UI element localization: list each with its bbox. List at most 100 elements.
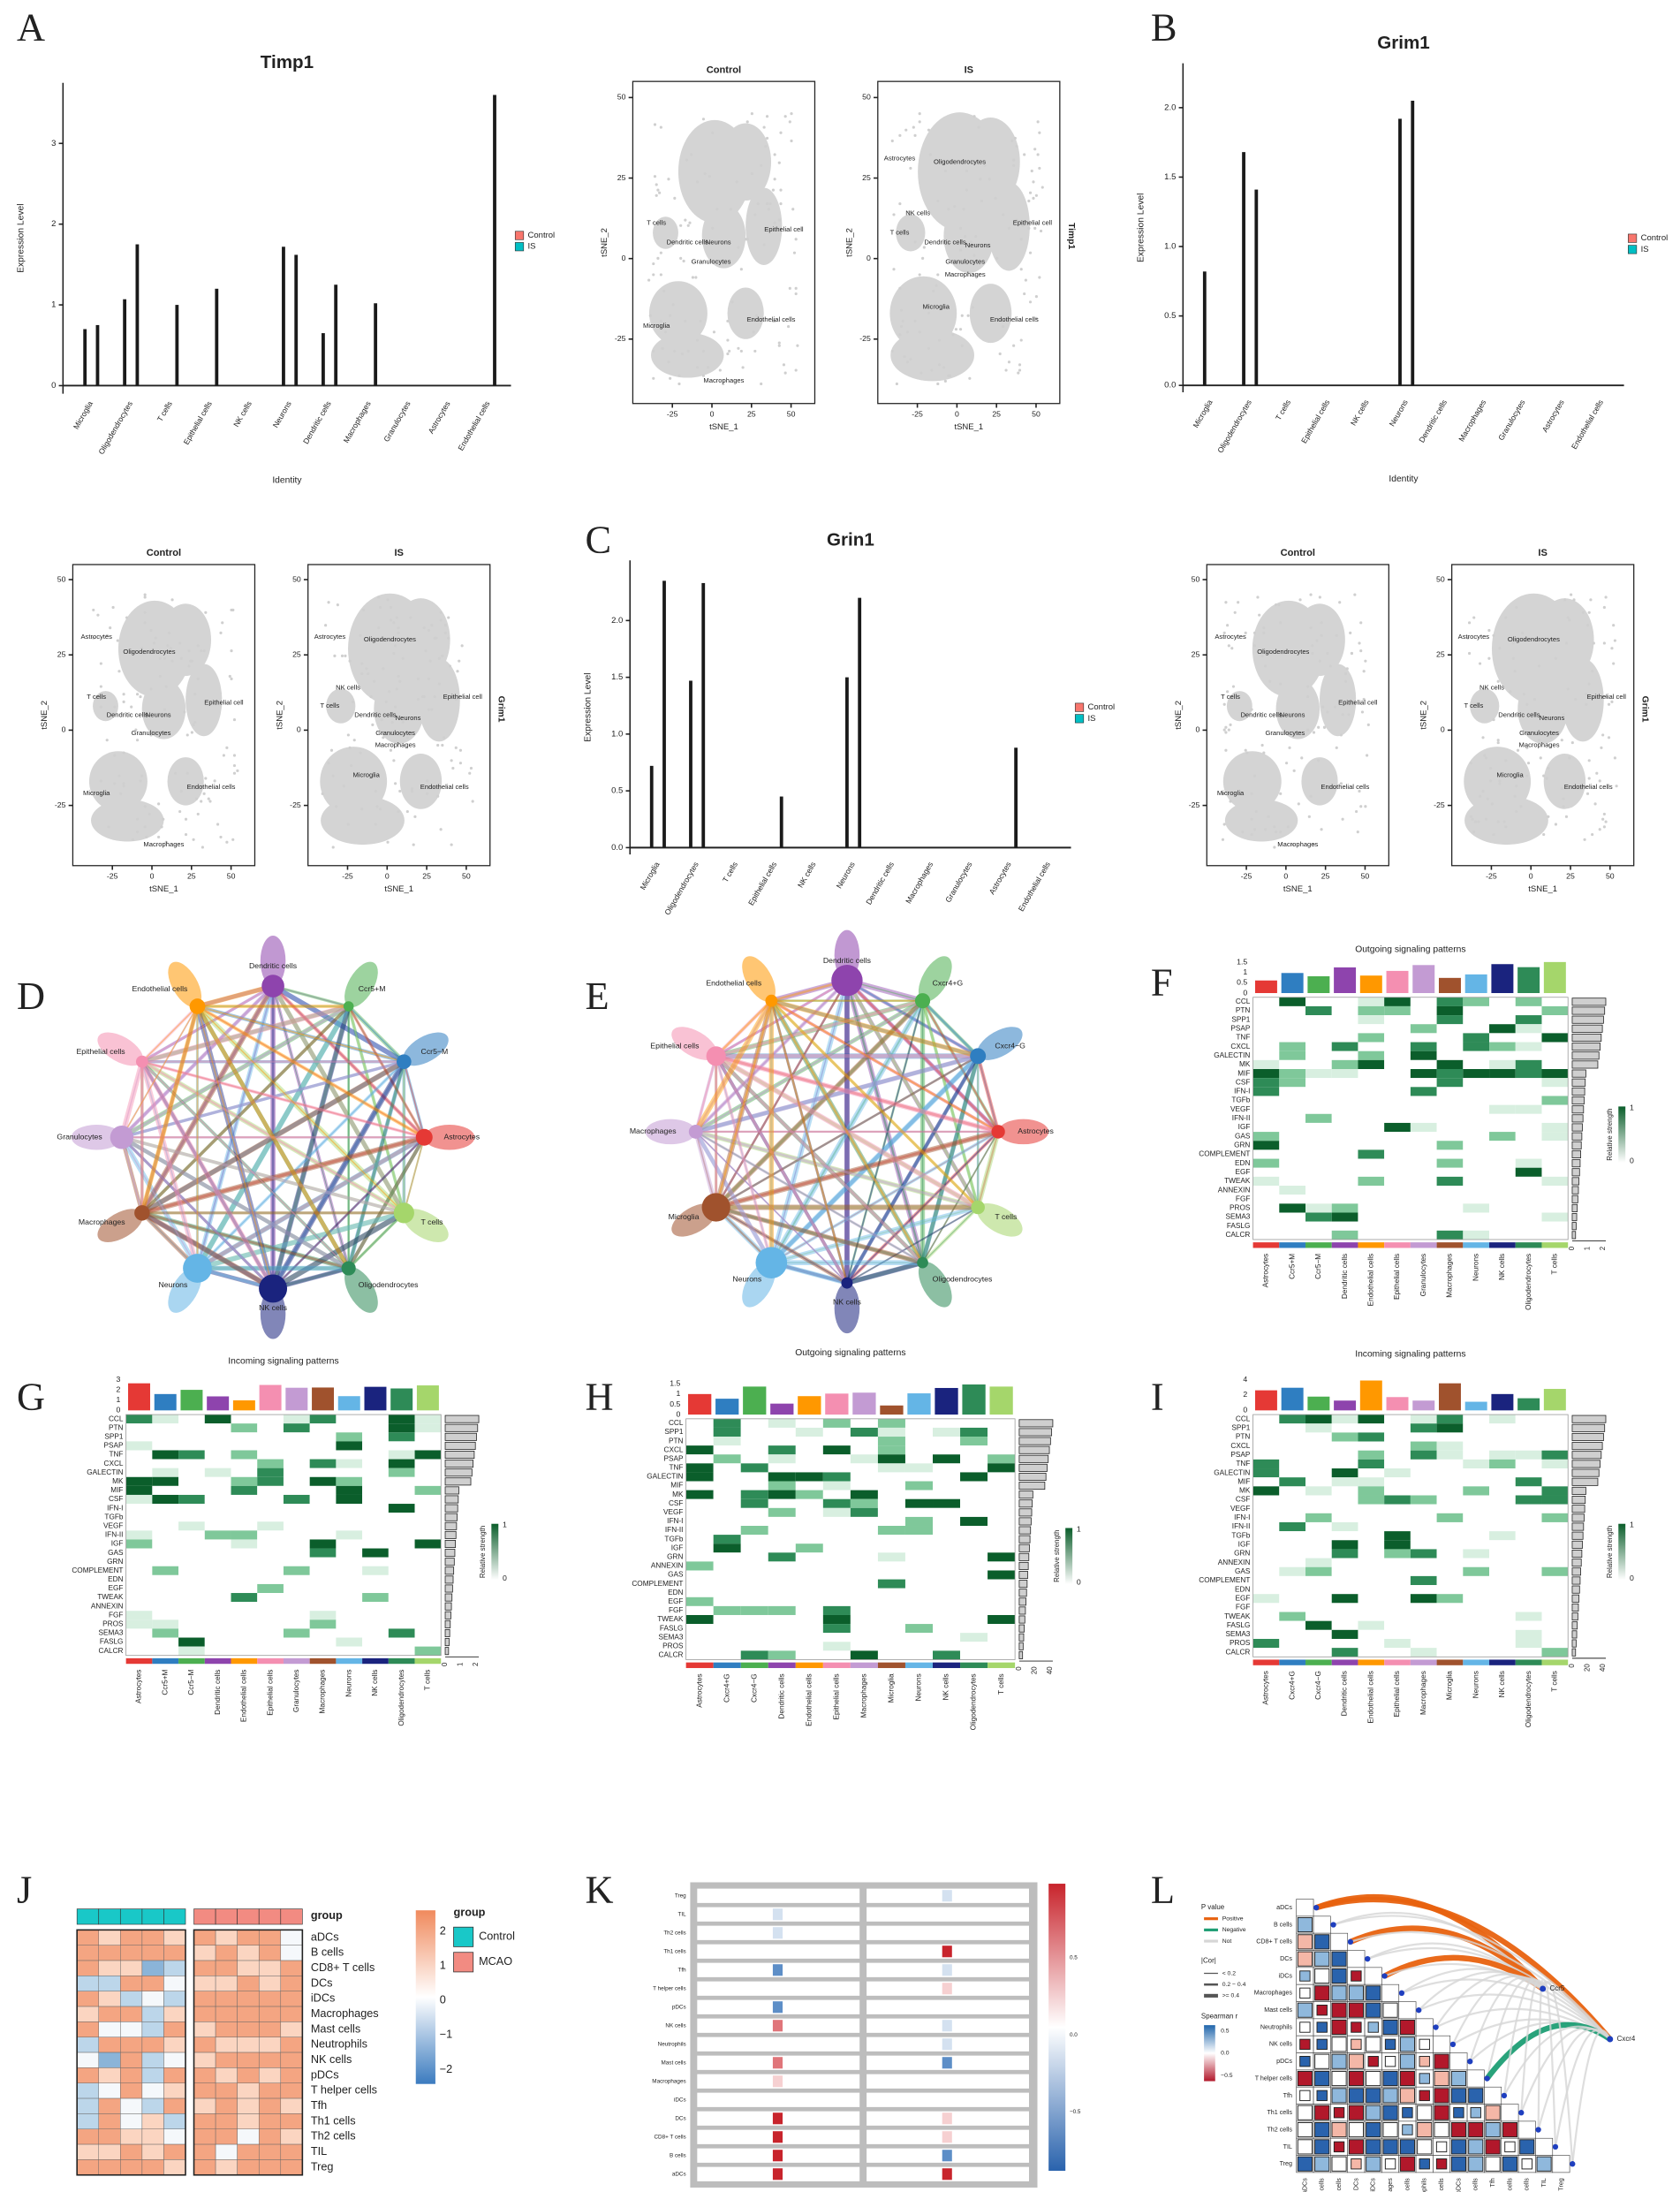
column-strength-bar [180,1390,203,1411]
column-label: Ccr5+M [161,1669,169,1695]
heat-cell [1305,1186,1332,1195]
gene-label: Cxcr4 [1617,2035,1636,2043]
heat-cell [163,1960,186,1976]
cell-dot [435,636,438,640]
column-label: Astrocytes [695,1673,703,1707]
heat-cell [850,1570,878,1580]
heat-cell [1384,1141,1411,1150]
row-label: aDCs [1276,1904,1292,1911]
heat-cell [850,1650,878,1660]
heat-cell [258,2067,282,2083]
cell-dot [1519,805,1523,808]
heat-cell [713,1427,741,1437]
edge [121,1135,405,1215]
heat-cell [98,2037,121,2053]
cell-label: Macrophages [375,740,416,748]
heat-cell [1279,1158,1306,1168]
heat-cell [1436,1230,1464,1240]
cell-cloud [745,187,783,265]
heat-cell [1515,1415,1542,1424]
node-label: Cxcr4+G [933,979,964,988]
colorbar [1618,1106,1626,1163]
heat-cell [1305,1432,1332,1442]
column-label: Endothelial cells [240,1670,248,1723]
cell-dot [913,240,917,244]
cell-dot [907,210,911,214]
corr-mark [772,2150,783,2162]
row-strength-bar [1571,1630,1578,1639]
heat-cell [231,1521,258,1531]
heat-cell [163,2097,186,2114]
cell-dot [937,363,942,367]
heat-cell [850,1498,878,1508]
heat-cell [388,1539,415,1549]
heat-cell [1279,1141,1306,1150]
heat-cell [1436,1558,1464,1567]
heat-cell [237,2113,260,2129]
row-label: IFN-I [1234,1513,1250,1521]
heat-cell [960,1633,988,1642]
heat-cell [125,1602,153,1612]
row-label: GAS [108,1549,124,1557]
heat-cell [1305,1540,1332,1550]
corr-square [1297,2121,1313,2138]
corr-square [1299,2056,1311,2067]
row-strength-bar [1018,1571,1028,1580]
heat-cell [1358,1575,1385,1586]
y-tick-label: -25 [615,334,626,343]
heat-cell [1384,1459,1411,1469]
cell-dot [783,371,787,375]
heat-cell [1358,1113,1385,1123]
heat-cell [1305,1629,1332,1639]
heat-cell [362,1432,389,1442]
heat-cell [1515,1477,1542,1487]
heat-cell [1279,1495,1306,1505]
cell-dot [1354,809,1358,814]
column-color [1515,1242,1542,1248]
row-label: SEMA3 [99,1629,124,1637]
cell-dot [754,314,759,317]
heat-cell [1331,1459,1358,1469]
column-strength-bar [1386,1397,1409,1411]
corr-mark [772,2020,783,2032]
corr-square [1485,2156,1501,2172]
column-label: Epithelial cells [833,1673,841,1719]
cell-dot [1034,193,1038,197]
row-strength-bar [1571,1549,1583,1559]
cell-dot [1585,624,1590,627]
heat-cell [414,1441,442,1451]
cell-label: Neurons [146,710,171,718]
heat-cell [1463,1566,1490,1576]
heat-cell [193,2006,216,2022]
row-strength-bar [1571,1559,1582,1567]
heat-cell [1384,1132,1411,1142]
cell-dot [966,314,970,317]
column-label: Th1 cells [1506,2178,1513,2192]
heat-cell [1358,1132,1385,1142]
heat-cell [1515,1132,1542,1142]
heat-cell [1252,1566,1280,1576]
cell-dot [122,751,125,755]
column-strength-bar [1412,1400,1435,1411]
row-label: SPP1 [664,1428,683,1436]
heat-cell [1541,1531,1569,1541]
row-label: IFN-II [1232,1114,1251,1122]
corr-square [1450,2121,1466,2138]
cell-dot [686,349,690,353]
heat-cell [877,1472,905,1482]
cell-dot [661,346,664,350]
cell-dot [1598,828,1601,831]
cell-dot [122,693,125,696]
heat-cell [768,1507,796,1517]
matrix-cell [1313,1915,1331,1934]
heat-cell [1384,1612,1411,1621]
corr-square [1366,2121,1381,2138]
heat-cell [1252,1059,1280,1070]
cell-dot [1312,843,1316,846]
node [765,994,778,1007]
cell-dot [1607,702,1611,706]
heat-cell [204,1646,231,1656]
cell-dot [454,746,458,749]
link-end [1381,1973,1388,1979]
heat-cell [98,1945,121,1961]
